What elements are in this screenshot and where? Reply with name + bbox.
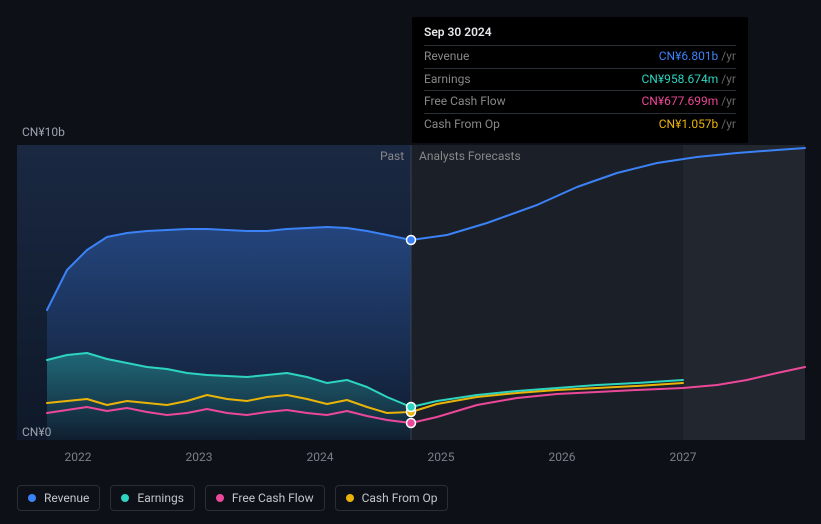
x-tick: 2024 bbox=[307, 450, 334, 464]
tooltip-label: Free Cash Flow bbox=[424, 94, 506, 110]
tooltip-row: Free Cash Flow CN¥677.699m/yr bbox=[424, 90, 736, 113]
legend: Revenue Earnings Free Cash Flow Cash Fro… bbox=[17, 485, 448, 511]
x-tick: 2026 bbox=[549, 450, 576, 464]
legend-item-earnings[interactable]: Earnings bbox=[110, 485, 195, 511]
tooltip-row: Earnings CN¥958.674m/yr bbox=[424, 68, 736, 91]
x-tick: 2025 bbox=[428, 450, 455, 464]
legend-dot bbox=[216, 494, 224, 502]
tooltip-value: CN¥1.057b/yr bbox=[659, 117, 736, 133]
tooltip-label: Cash From Op bbox=[424, 117, 500, 133]
tooltip: Sep 30 2024 Revenue CN¥6.801b/yr Earning… bbox=[412, 17, 748, 143]
legend-item-cfo[interactable]: Cash From Op bbox=[335, 485, 449, 511]
y-axis-bottom-label: CN¥0 bbox=[22, 425, 51, 439]
y-axis-top-label: CN¥10b bbox=[22, 125, 65, 139]
x-tick: 2023 bbox=[186, 450, 213, 464]
tooltip-row: Revenue CN¥6.801b/yr bbox=[424, 45, 736, 68]
x-tick: 2027 bbox=[670, 450, 697, 464]
tooltip-value: CN¥677.699m/yr bbox=[641, 94, 736, 110]
tooltip-label: Revenue bbox=[424, 49, 469, 65]
tooltip-label: Earnings bbox=[424, 72, 471, 88]
tooltip-value: CN¥6.801b/yr bbox=[659, 49, 736, 65]
legend-label: Cash From Op bbox=[362, 491, 438, 505]
forecast-region-label: Analysts Forecasts bbox=[419, 149, 521, 163]
legend-label: Free Cash Flow bbox=[232, 491, 314, 505]
chart-container: CN¥10b CN¥0 Past Analysts Forecasts 2022… bbox=[0, 0, 821, 524]
legend-dot bbox=[28, 494, 36, 502]
legend-label: Revenue bbox=[44, 491, 89, 505]
legend-label: Earnings bbox=[137, 491, 184, 505]
legend-dot bbox=[121, 494, 129, 502]
past-region-label: Past bbox=[380, 149, 404, 163]
legend-dot bbox=[346, 494, 354, 502]
legend-item-fcf[interactable]: Free Cash Flow bbox=[205, 485, 325, 511]
x-tick: 2022 bbox=[65, 450, 92, 464]
tooltip-value: CN¥958.674m/yr bbox=[641, 72, 736, 88]
tooltip-row: Cash From Op CN¥1.057b/yr bbox=[424, 113, 736, 136]
tooltip-title: Sep 30 2024 bbox=[424, 25, 736, 45]
legend-item-revenue[interactable]: Revenue bbox=[17, 485, 100, 511]
